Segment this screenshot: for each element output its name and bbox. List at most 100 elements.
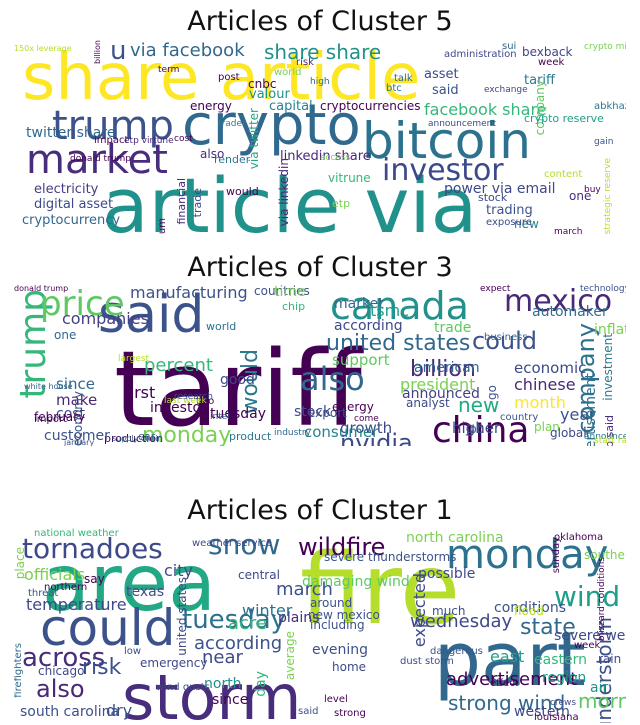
word-blizzard-conditions: blizzard conditions	[597, 557, 607, 642]
word-home: home	[332, 660, 367, 674]
word-wildfire: wildfire	[298, 533, 386, 561]
word-year: year	[560, 405, 596, 424]
word-said: said	[432, 83, 459, 98]
word-manufacturing: manufacturing	[130, 283, 248, 302]
word-article-via: article via	[102, 161, 478, 235]
word-risk: risk	[296, 57, 314, 68]
word-part: part	[434, 617, 586, 703]
word-donald-trump: donald trump	[14, 284, 69, 293]
word-good: good	[220, 372, 255, 388]
word-north-carolina: north carolina	[406, 530, 504, 546]
word-officials: officials	[24, 565, 86, 584]
word-dangerous: dangerous	[430, 646, 483, 657]
word-abkhazia: abkhazia	[594, 101, 626, 112]
word-advertisement: advertisement	[446, 669, 578, 690]
word-market: market	[334, 296, 384, 312]
word-stock: stock	[478, 191, 508, 204]
word-export: export	[308, 406, 347, 420]
word-sui: sui	[502, 41, 517, 52]
word-oklahoma: oklahoma	[554, 532, 604, 543]
word-average: average	[283, 631, 297, 681]
word-term: term	[158, 65, 180, 75]
word-research: research	[174, 392, 213, 402]
word-winter: winter	[242, 601, 293, 620]
word-strong: strong	[334, 708, 366, 719]
word-could: could	[472, 327, 537, 355]
cluster-1-title: Articles of Cluster 1	[187, 495, 453, 526]
word-said: said	[298, 706, 319, 717]
word-facebook-share: facebook share	[424, 100, 547, 119]
word-possible: possible	[418, 566, 476, 582]
word-content: content	[544, 169, 583, 180]
word-make: make	[56, 391, 98, 409]
word-one: one	[569, 189, 592, 203]
word-temperature: temperature	[26, 595, 127, 614]
word-supply-chain: supply chain	[112, 434, 163, 443]
word-largest: largest	[118, 354, 150, 364]
word-plains: plains	[278, 610, 320, 626]
word-according: according	[334, 318, 403, 334]
word-texas: texas	[126, 584, 165, 600]
word-president: president	[400, 375, 476, 394]
word-asset: asset	[424, 67, 459, 82]
word-exposure: exposure	[486, 217, 532, 228]
word-snow: snow	[208, 528, 281, 561]
word-etp-virtune: etp virtune	[124, 136, 174, 146]
word-investor: investor	[382, 153, 504, 188]
word-conditions: conditions	[494, 600, 567, 616]
word-low: low	[124, 646, 142, 657]
word-including: including	[310, 618, 365, 632]
word-vitrune: vitrune	[328, 171, 371, 185]
word-chip: chip	[282, 300, 306, 313]
word-expected: expected	[410, 573, 429, 648]
word-companies: companies	[62, 309, 149, 328]
word-customer: customer	[44, 428, 110, 444]
word-donald-trump: donald trump	[70, 154, 131, 164]
cluster-5-title: Articles of Cluster 5	[187, 6, 453, 37]
word-eastern: eastern	[534, 652, 587, 668]
word-bitcoin: bitcoin	[362, 112, 531, 170]
word-cost: cost	[174, 134, 193, 144]
word-trump: trump	[52, 103, 174, 149]
word-weather-service: weather service	[192, 538, 272, 549]
word-louisiana: louisiana	[534, 712, 579, 723]
word-say: say	[84, 572, 105, 586]
word-via-facebook: via facebook	[130, 40, 245, 61]
word-via-linkedin: via linkedin	[277, 158, 291, 227]
word-growth: growth	[340, 419, 393, 437]
word-support: support	[332, 351, 390, 369]
word-could: could	[40, 599, 176, 657]
word-bexback: bexback	[522, 45, 573, 59]
word-since: since	[212, 692, 249, 708]
word-wind: wind	[554, 580, 621, 613]
word-cost: cost	[56, 406, 86, 422]
word-city: city	[164, 561, 193, 580]
word-billion: billion	[93, 40, 102, 64]
word-business: business	[484, 332, 528, 343]
word-post: post	[218, 72, 240, 83]
word-industry: industry	[274, 428, 311, 438]
word-western: western	[514, 704, 570, 720]
word-week: week	[574, 640, 601, 651]
word-etp: etp	[332, 197, 351, 210]
word-evening: evening	[312, 642, 369, 658]
word-linkedin-share: linkedin share	[280, 149, 371, 164]
word-region: region	[542, 670, 587, 686]
word-technology: technology	[580, 284, 626, 294]
word-announced: announced	[402, 386, 480, 402]
word-new: new	[514, 217, 539, 231]
word-severe-thunderstorms: severe thunderstorms	[324, 550, 457, 564]
word-storm: storm	[122, 661, 302, 724]
word-fire: fire	[300, 533, 461, 647]
word-damaging-wind: damaging wind	[302, 574, 410, 590]
word-intel: intel	[210, 412, 230, 422]
cluster-1-wordcloud: storm fire area part could monday tornadoes sno…	[14, 527, 626, 723]
word-crypto-mining: crypto mining	[584, 42, 626, 52]
word-come: come	[354, 414, 379, 424]
word-near: near	[202, 647, 243, 668]
word-monday: monday	[142, 423, 232, 447]
word-tsmc: tsmc	[370, 301, 409, 320]
word-time: time	[274, 284, 306, 300]
word-effect: effect	[490, 678, 519, 689]
word-march: march	[276, 579, 333, 600]
